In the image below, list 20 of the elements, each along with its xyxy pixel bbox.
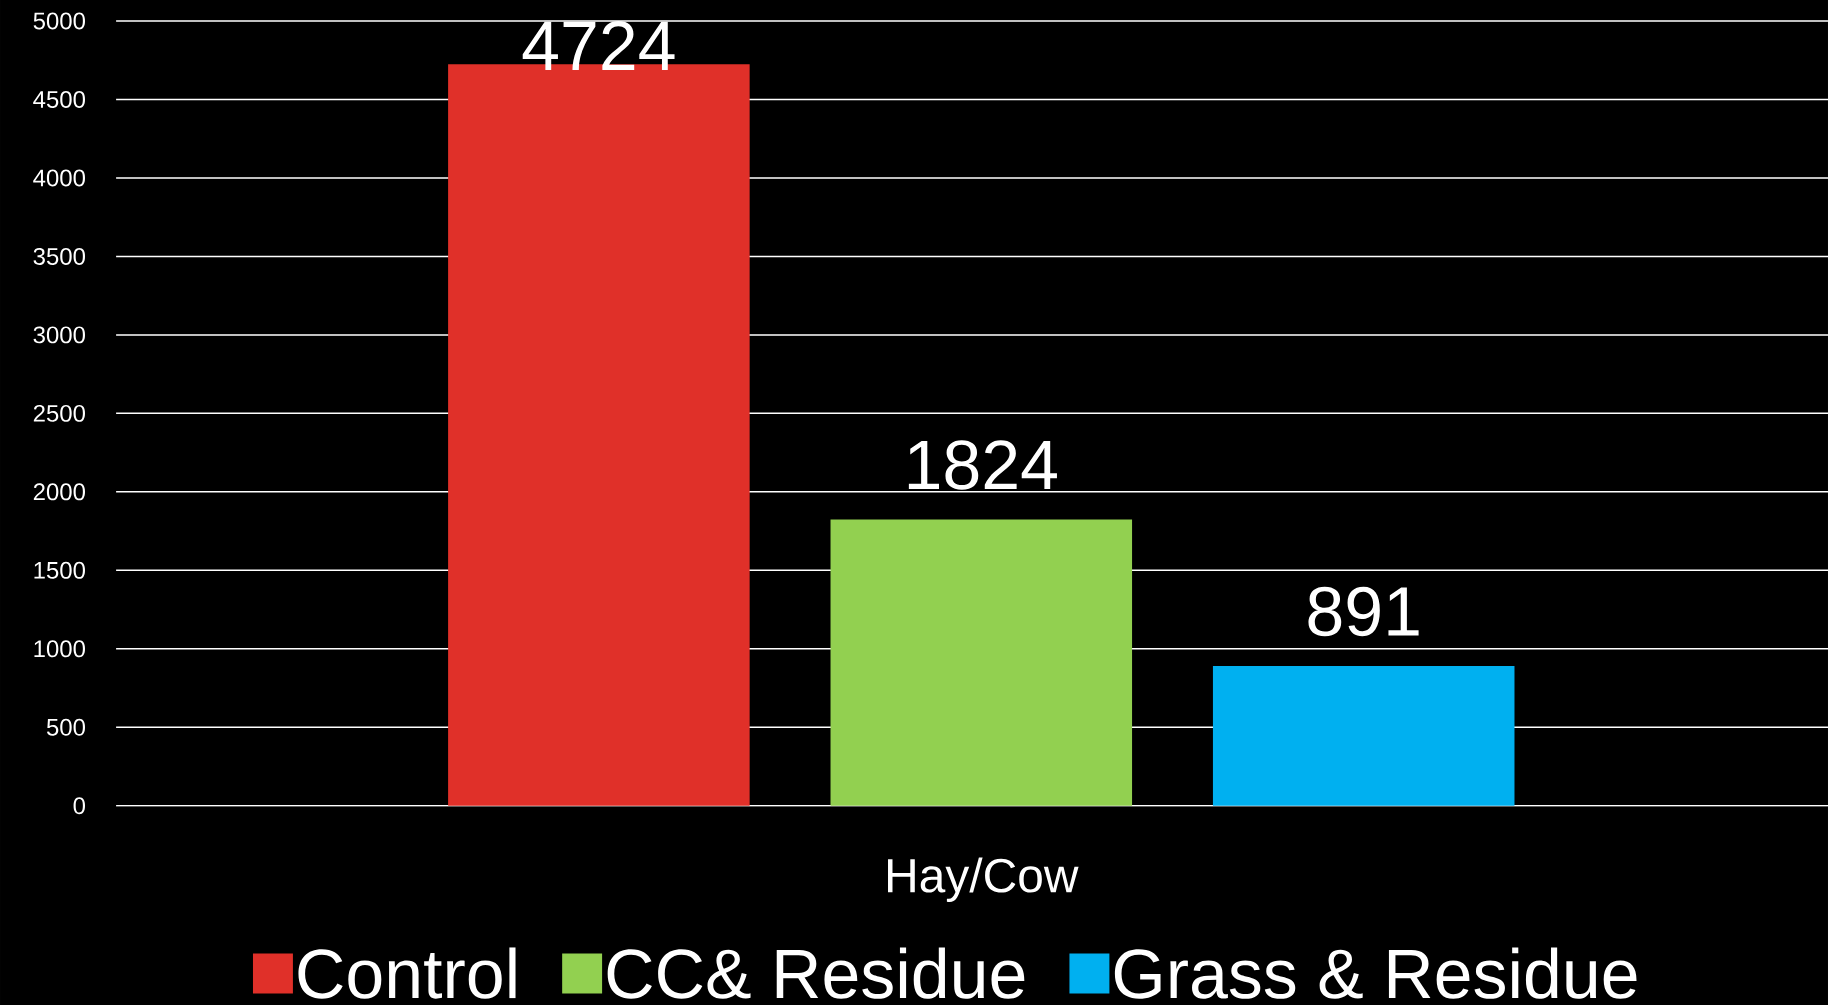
y-tick-label: 1500 <box>34 561 85 579</box>
legend-label: Grass & Residue <box>1114 947 1637 999</box>
x-tick-label: Hay/Cow <box>888 857 1079 902</box>
data-label: 4724 <box>522 20 675 70</box>
y-tick-label: 3000 <box>33 326 85 344</box>
legend-label: Control <box>298 947 516 999</box>
data-label: 1824 <box>908 439 1057 490</box>
y-tick-label: 4000 <box>33 169 85 187</box>
y-tick-label: 500 <box>46 718 85 736</box>
y-tick-label: 5000 <box>33 12 85 30</box>
data-label: 891 <box>1308 586 1419 636</box>
y-tick-label: 0 <box>73 797 86 815</box>
bar <box>1212 665 1515 806</box>
y-tick-label: 3500 <box>33 247 85 265</box>
bar <box>830 519 1133 806</box>
y-tick-label: 4500 <box>33 90 85 108</box>
legend-label: CC& Residue <box>607 947 1025 999</box>
y-tick-label: 2000 <box>33 483 85 501</box>
y-tick-label: 1000 <box>34 640 85 658</box>
y-tick-label: 2500 <box>33 404 85 422</box>
